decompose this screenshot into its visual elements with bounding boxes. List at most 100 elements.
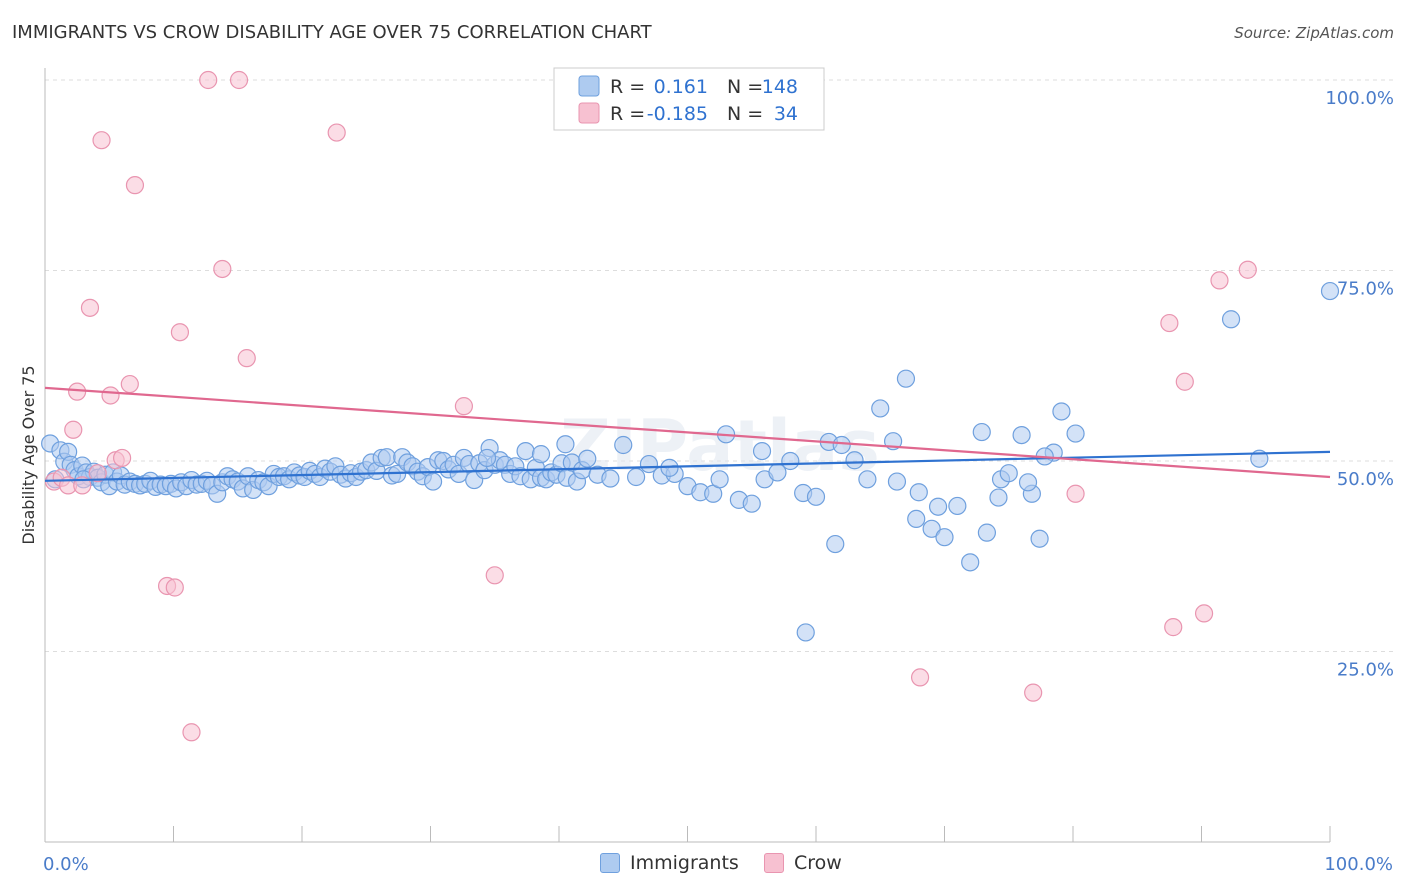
- immigrants-point: [423, 472, 443, 491]
- legend-box: R = 0.161 N = 148 R = -0.185 N = 34: [553, 67, 825, 131]
- legend-swatch-crow: [578, 102, 600, 124]
- x-tick-label: 0.0%: [43, 854, 89, 875]
- immigrants-point: [832, 435, 851, 455]
- y-tick-label: 50.0%: [1337, 469, 1394, 490]
- points-layer: [41, 70, 1340, 742]
- crow-point: [125, 176, 145, 195]
- y-tick-label: 75.0%: [1337, 279, 1394, 300]
- bottom-legend-crow: Crow: [764, 852, 842, 874]
- immigrants-point: [1320, 281, 1340, 301]
- immigrants-point: [871, 399, 890, 418]
- immigrants-point: [845, 451, 864, 470]
- crow-point: [165, 578, 184, 597]
- crow-point: [112, 448, 132, 468]
- immigrants-point: [516, 441, 535, 461]
- immigrants-point: [806, 487, 826, 506]
- legend-n-value-crow: 34: [774, 103, 798, 125]
- bottom-legend-swatch-crow: [764, 853, 784, 873]
- immigrants-point: [922, 519, 941, 538]
- immigrants-point: [377, 448, 396, 467]
- immigrants-point: [1052, 402, 1071, 421]
- bottom-legend-label-immigrants: Immigrants: [630, 852, 739, 874]
- immigrants-point: [887, 472, 907, 491]
- y-axis-title: Disability Age Over 75: [19, 365, 38, 544]
- axes-layer: [44, 68, 1331, 843]
- immigrants-point: [614, 435, 633, 455]
- crow-point: [170, 323, 190, 342]
- crow-point: [1164, 618, 1183, 637]
- legend-r-label-immigrants: R =: [610, 76, 645, 98]
- immigrants-point: [1012, 425, 1031, 445]
- immigrants-point: [1030, 529, 1049, 548]
- immigrants-point: [909, 483, 928, 502]
- chart-title: IMMIGRANTS VS CROW DISABILITY AGE OVER 7…: [12, 22, 652, 43]
- crow-point: [120, 374, 139, 394]
- immigrants-point: [477, 448, 497, 468]
- source-label: Source: ZipAtlas.com: [1234, 24, 1394, 42]
- y-tick-label: 25.0%: [1337, 660, 1394, 681]
- immigrants-point: [626, 467, 646, 487]
- immigrants-point: [961, 553, 980, 572]
- immigrants-point: [977, 523, 997, 542]
- immigrants-point: [1018, 473, 1038, 492]
- legend-n-label-crow: N =: [727, 103, 763, 125]
- legend-r-label-crow: R =: [610, 103, 645, 125]
- bottom-legend-immigrants: Immigrants: [600, 852, 739, 874]
- immigrants-trend-line: [44, 450, 1331, 482]
- crow-point: [88, 464, 107, 483]
- labels-layer: 100.0% 75.0% 50.0% 25.0% 0.0% 100.0%: [43, 88, 1394, 875]
- immigrants-point: [556, 435, 575, 454]
- crow-point: [1175, 372, 1194, 391]
- crow-point: [229, 70, 249, 90]
- immigrants-point: [742, 494, 761, 513]
- crow-point: [80, 298, 100, 317]
- crow-point: [485, 566, 504, 585]
- immigrants-point: [999, 464, 1018, 483]
- crow-point: [1066, 484, 1085, 503]
- immigrants-point: [858, 470, 877, 489]
- immigrants-point: [531, 445, 551, 464]
- legend-n-value-immigrants: 148: [762, 76, 798, 98]
- crow-point: [910, 668, 930, 687]
- crow-point: [237, 349, 256, 368]
- bottom-legend: Immigrants Crow: [0, 852, 1406, 878]
- legend-r-value-crow: -0.185: [647, 103, 708, 125]
- crow-point: [454, 397, 474, 416]
- crow-point: [213, 259, 232, 279]
- crow-point: [68, 382, 87, 401]
- crow-point: [1238, 260, 1257, 279]
- immigrants-point: [896, 369, 916, 388]
- legend-r-value-immigrants: 0.161: [654, 76, 708, 98]
- crow-point: [64, 420, 83, 439]
- crow-point: [1024, 683, 1043, 702]
- immigrants-point: [1066, 424, 1085, 443]
- crow-point: [199, 70, 218, 90]
- x-tick-label: 100.0%: [1324, 854, 1393, 875]
- bottom-legend-label-crow: Crow: [794, 852, 842, 874]
- crow-trend-line: [44, 386, 1331, 479]
- immigrants-point: [907, 509, 926, 529]
- y-tick-label: 100.0%: [1325, 88, 1394, 109]
- immigrants-point: [1221, 310, 1241, 329]
- immigrants-point: [710, 470, 729, 489]
- crow-point: [101, 386, 120, 405]
- immigrants-point: [601, 469, 620, 488]
- legend-swatch-immigrants: [578, 75, 600, 97]
- trend-layer: [44, 386, 1331, 482]
- immigrants-point: [781, 451, 800, 471]
- crow-point: [182, 723, 201, 742]
- immigrants-point: [948, 496, 967, 516]
- immigrants-point: [935, 528, 954, 547]
- immigrants-point: [578, 449, 597, 468]
- crow-point: [1194, 604, 1214, 623]
- crow-point: [92, 131, 111, 150]
- legend-n-label-immigrants: N =: [727, 76, 763, 98]
- immigrants-point: [989, 488, 1008, 507]
- immigrants-point: [752, 441, 772, 461]
- bottom-legend-swatch-immigrants: [600, 853, 620, 873]
- crow-point: [1160, 313, 1179, 333]
- crow-point: [327, 123, 346, 142]
- crow-point: [1210, 271, 1229, 290]
- immigrants-point: [972, 422, 991, 442]
